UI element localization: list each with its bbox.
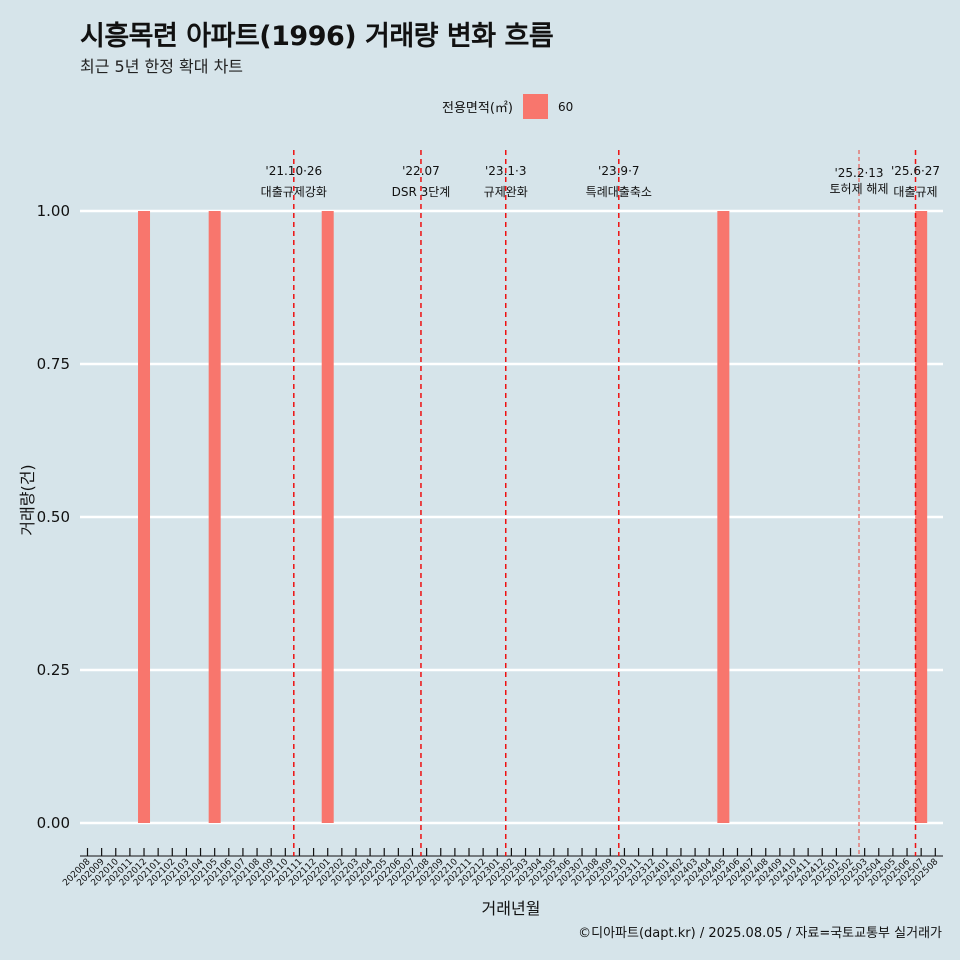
event-date-label: '21.10·26 [265, 164, 322, 178]
chart-title: 시흥목련 아파트(1996) 거래량 변화 흐름 [80, 21, 554, 52]
legend-swatch [522, 94, 548, 119]
event-date-label: '23.1·3 [485, 164, 526, 178]
event-name-label: DSR 3단계 [392, 185, 451, 199]
bar [138, 211, 151, 823]
event-date-label: '23.9·7 [598, 164, 639, 178]
event-name-label: 대출규제 [893, 185, 937, 199]
y-tick-label: 1.00 [37, 202, 70, 220]
y-tick-label: 0.50 [37, 508, 70, 526]
event-date-label: '22.07 [402, 164, 440, 178]
bar [915, 211, 928, 823]
chart-subtitle: 최근 5년 한정 확대 차트 [80, 57, 244, 76]
y-axis-title: 거래량(건) [18, 464, 37, 535]
bar [717, 211, 730, 823]
source-caption: ©디아파트(dapt.kr) / 2025.08.05 / 자료=국토교통부 실… [578, 926, 942, 941]
event-name-label: 토허제 해제 [829, 182, 888, 196]
y-tick-label: 0.75 [37, 355, 70, 373]
event-date-label: '25.2·13 [834, 166, 883, 180]
x-axis-title: 거래년월 [482, 899, 541, 918]
y-tick-label: 0.25 [37, 661, 70, 679]
legend-label: 60 [557, 99, 574, 114]
event-name-label: 규제완화 [484, 185, 528, 199]
legend: 전용면적(㎡) 60 [442, 94, 573, 119]
bar [321, 211, 334, 823]
event-name-label: 특례대출축소 [586, 185, 652, 199]
bar [208, 211, 221, 823]
legend-title: 전용면적(㎡) [442, 101, 513, 116]
event-date-label: '25.6·27 [891, 164, 940, 178]
event-name-label: 대출규제강화 [261, 185, 327, 199]
y-tick-label: 0.00 [37, 814, 70, 832]
